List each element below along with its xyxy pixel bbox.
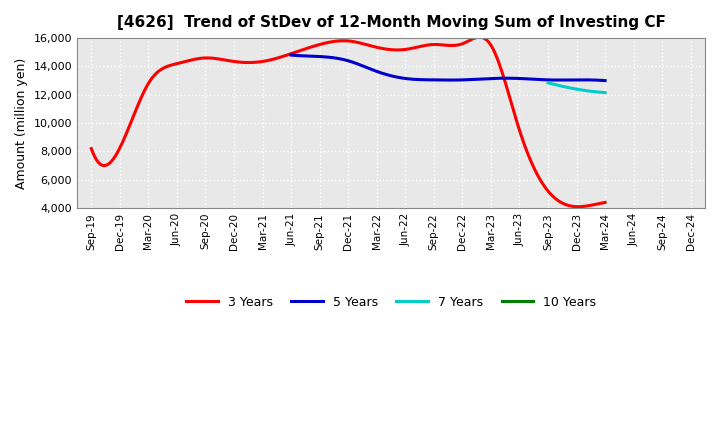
5 Years — [572, 77, 580, 83]
5 Years — [552, 77, 560, 83]
7 Years — [544, 80, 552, 85]
Title: [4626]  Trend of StDev of 12-Month Moving Sum of Investing CF: [4626] Trend of StDev of 12-Month Moving… — [117, 15, 665, 30]
3 Years — [402, 47, 410, 52]
7 Years — [573, 87, 582, 92]
7 Years — [554, 83, 563, 88]
5 Years — [288, 52, 297, 58]
7 Years — [600, 90, 609, 95]
7 Years — [598, 90, 606, 95]
5 Years — [472, 77, 481, 82]
3 Years — [393, 47, 402, 52]
3 Years — [554, 198, 563, 204]
5 Years — [479, 76, 487, 81]
Line: 3 Years: 3 Years — [91, 37, 605, 207]
3 Years — [573, 204, 582, 209]
3 Years — [522, 147, 531, 152]
3 Years — [391, 47, 400, 52]
7 Years — [577, 88, 586, 93]
5 Years — [600, 78, 609, 83]
7 Years — [557, 84, 566, 89]
3 Years — [600, 200, 609, 205]
Legend: 3 Years, 5 Years, 7 Years, 10 Years: 3 Years, 5 Years, 7 Years, 10 Years — [181, 291, 600, 314]
7 Years — [596, 90, 605, 95]
5 Years — [287, 52, 295, 58]
3 Years — [475, 35, 484, 40]
5 Years — [474, 77, 482, 82]
Y-axis label: Amount (million yen): Amount (million yen) — [15, 58, 28, 189]
Line: 7 Years: 7 Years — [548, 83, 605, 93]
3 Years — [87, 146, 96, 151]
Line: 5 Years: 5 Years — [291, 55, 605, 81]
3 Years — [89, 150, 97, 156]
